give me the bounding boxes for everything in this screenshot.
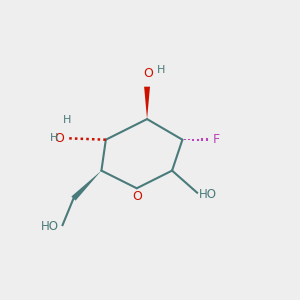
Text: H: H [63,115,72,125]
Text: H: H [50,133,59,143]
Text: O: O [132,190,142,203]
Text: O: O [144,67,154,80]
Text: HO: HO [199,188,217,201]
Polygon shape [144,87,150,119]
Text: HO: HO [41,220,59,233]
Text: H: H [157,65,165,76]
Text: F: F [212,133,220,146]
Text: O: O [55,132,64,145]
Polygon shape [71,171,101,201]
